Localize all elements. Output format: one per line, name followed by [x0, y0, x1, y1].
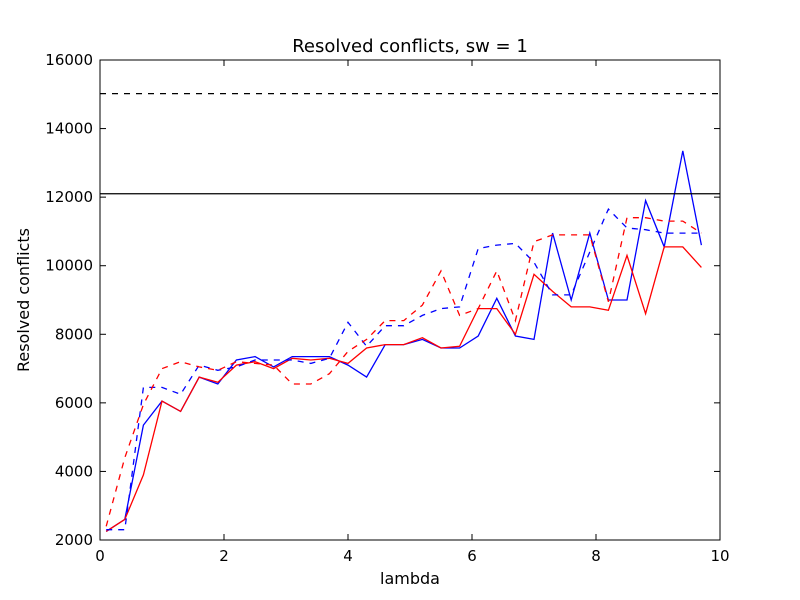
y-axis-label: Resolved conflicts — [14, 228, 33, 372]
axis-ticks: 0 2 4 6 8 10 2000 4000 6000 8000 10000 12000 14000 16… — [45, 51, 729, 565]
series-line-2-solid — [105, 246, 702, 532]
y-tick-label: 2000 — [55, 531, 93, 549]
series-line-4-dashed — [105, 217, 702, 527]
y-tick-label: 14000 — [45, 120, 93, 138]
y-tick-label: 16000 — [45, 51, 93, 69]
x-axis-label: lambda — [380, 569, 440, 588]
x-tick-label: 10 — [710, 547, 729, 565]
series-layer — [105, 150, 703, 532]
x-tick-label: 6 — [467, 547, 477, 565]
x-tick-label: 8 — [591, 547, 601, 565]
x-tick-label: 4 — [343, 547, 353, 565]
y-tick-label: 10000 — [45, 257, 93, 275]
y-tick-label: 8000 — [55, 325, 93, 343]
reference-lines — [100, 92, 720, 195]
plot-area-frame — [99, 59, 721, 541]
series-line-3-dashed — [106, 207, 702, 531]
y-tick-label: 12000 — [45, 188, 93, 206]
x-tick-label: 2 — [219, 547, 229, 565]
y-tick-label: 4000 — [55, 462, 93, 480]
chart-title: Resolved conflicts, sw = 1 — [292, 36, 528, 57]
y-tick-label: 6000 — [55, 394, 93, 412]
x-tick-label: 0 — [95, 547, 105, 565]
